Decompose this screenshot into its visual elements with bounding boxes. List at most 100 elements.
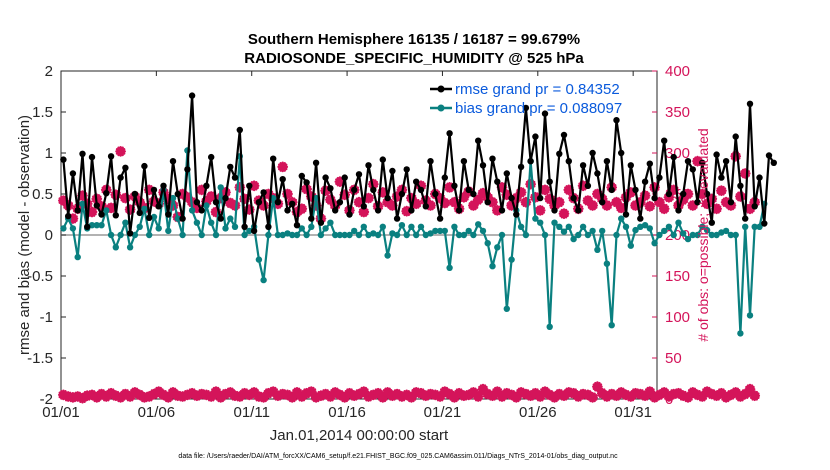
chart-subtitle: RADIOSONDE_SPECIFIC_HUMIDITY @ 525 hPa [244,50,584,67]
data-point [541,231,549,239]
data-point [584,182,592,189]
data-point [360,203,367,210]
data-point [699,159,706,166]
data-point [365,231,372,239]
data-point [236,126,243,134]
x-axis-ticks: 01/01 01/06 01/11 01/16 01/21 01/26 01/31 [42,71,652,421]
data-point [370,186,377,194]
count-evaluated-point [487,390,498,402]
data-point [560,228,568,235]
data-point [436,227,444,235]
data-point [274,231,282,239]
count-evaluated-point [477,187,489,199]
data-point [403,231,410,239]
data-point [770,159,777,166]
data-point [327,185,334,192]
data-point [622,211,630,218]
x-tick-label: 01/31 [614,404,652,421]
data-point [346,211,353,218]
count-evaluated-point [658,387,670,398]
count-evaluated-point [339,392,351,403]
data-point [498,207,506,214]
count-evaluated-point [634,196,646,208]
data-point [732,231,739,239]
count-evaluated-point [744,383,756,395]
data-point [508,256,515,263]
count-evaluated-point [320,185,331,197]
data-point [336,231,344,239]
data-point [503,170,510,177]
data-point [231,223,239,230]
data-point [217,184,224,191]
count-evaluated-point [491,386,503,397]
data-point [141,205,148,212]
x-tick-label: 01/16 [328,404,366,421]
count-evaluated-point [725,200,737,211]
data-point [551,219,558,226]
count-evaluated-point [205,391,217,402]
data-point [560,131,568,139]
count-evaluated-point [515,187,527,198]
data-point [355,231,363,239]
data-point [98,222,105,229]
y-axis-ticks: 2 1.5 1 0.5 0 -0.5 -1 -1.5 -2 [27,63,66,408]
y2-tick-label: 400 [665,63,690,80]
data-point [60,225,67,232]
count-evaluated-point [592,188,603,200]
count-evaluated-point [706,388,718,400]
data-point [432,190,439,198]
count-evaluated-point [334,176,346,188]
data-point [169,158,177,165]
count-evaluated-point [615,387,627,398]
count-evaluated-point [358,206,370,218]
data-point [594,246,601,253]
data-point [203,202,210,209]
data-point [556,150,563,157]
count-evaluated-point [692,389,703,401]
data-point [508,194,515,202]
y2-axis-label: # of obs: o=possible; ∗=evaluated [695,128,711,341]
data-file-footnote: data file: /Users/raeder/DAI/ATM_forcXX/… [178,453,618,460]
count-evaluated-point [162,193,174,205]
data-point [274,199,282,206]
count-evaluated-point [506,200,517,211]
data-point [279,231,286,239]
data-point [322,174,329,181]
count-evaluated-point [510,192,522,204]
data-point [365,162,372,169]
data-point [546,178,553,185]
count-evaluated-point [339,189,351,201]
data-point [284,207,291,214]
count-evaluated-point [716,387,727,399]
data-point [374,231,382,239]
count-evaluated-point [224,387,236,398]
count-evaluated-point [663,191,675,203]
data-point [417,223,425,230]
data-point [575,207,582,214]
data-point [661,227,668,235]
data-point [260,276,267,284]
count-evaluated-point [458,191,470,203]
data-point [489,155,496,162]
data-point [479,227,487,235]
count-evaluated-point [305,191,317,202]
count-evaluated-point [654,196,665,208]
count-evaluated-point [482,388,494,400]
data-point [93,202,101,209]
data-point [93,222,101,229]
count-evaluated-point [449,196,460,208]
count-evaluated-point [611,196,622,208]
data-point [746,100,754,108]
data-point [408,223,415,230]
count-evaluated-point [258,200,269,211]
data-point [465,227,472,235]
data-point [532,133,539,140]
data-point [613,117,620,124]
data-point [737,182,744,189]
data-point [88,153,96,161]
count-evaluated-point [477,383,489,395]
count-evaluated-point [696,391,708,402]
count-evaluated-point [701,198,713,210]
count-evaluated-point [124,391,136,402]
data-point [661,137,668,144]
